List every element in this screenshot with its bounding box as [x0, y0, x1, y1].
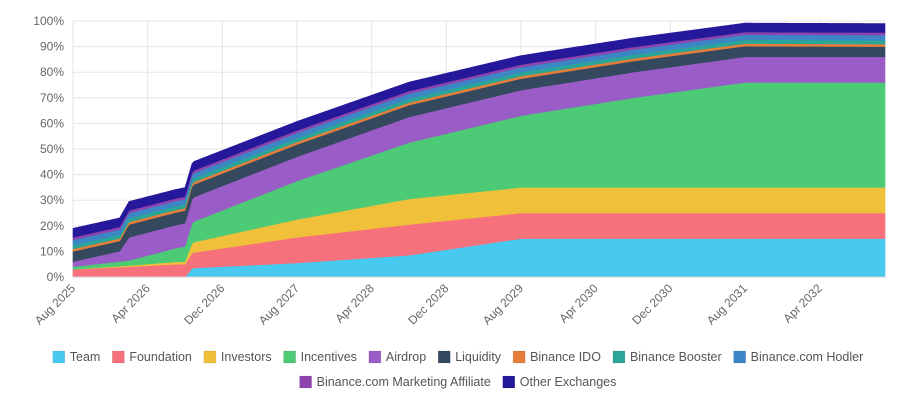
legend-item[interactable]: Liquidity	[437, 350, 502, 364]
x-tick-label: Apr 2032	[780, 281, 825, 326]
legend-swatch	[368, 350, 382, 364]
x-tick-label: Apr 2030	[556, 281, 601, 326]
x-tick-label: Aug 2029	[480, 281, 526, 327]
legend-item[interactable]: Binance.com Marketing Affiliate	[299, 375, 491, 389]
y-tick-label: 80%	[40, 65, 64, 79]
legend-item[interactable]: Other Exchanges	[502, 375, 617, 389]
legend-swatch	[299, 375, 312, 389]
legend-label: Team	[70, 350, 101, 364]
x-tick-label: Aug 2031	[704, 281, 750, 327]
legend-label: Airdrop	[386, 350, 426, 364]
x-tick-label: Apr 2028	[332, 281, 377, 326]
legend-label: Binance IDO	[530, 350, 601, 364]
area-other-exchanges[interactable]	[72, 22, 886, 238]
legend-item[interactable]: Binance Booster	[612, 350, 722, 364]
y-tick-label: 50%	[40, 142, 64, 156]
legend-item[interactable]: Binance.com Hodler	[733, 350, 864, 364]
legend-swatch	[733, 350, 746, 364]
x-tick-label: Apr 2026	[108, 281, 153, 326]
x-tick-label: Dec 2026	[181, 281, 227, 327]
legend[interactable]: Team Foundation Investors Incentives Airdrop…	[52, 350, 864, 389]
area-series-group	[72, 22, 886, 278]
legend-item[interactable]: Foundation	[112, 350, 192, 364]
legend-swatch	[437, 350, 451, 364]
y-tick-label: 70%	[40, 91, 64, 105]
legend-item[interactable]: Binance IDO	[512, 350, 601, 364]
legend-swatch	[203, 350, 217, 364]
legend-label: Liquidity	[455, 350, 502, 364]
x-axis: Aug 2025 Apr 2026 Dec 2026 Aug 2027 Apr 2028…	[32, 276, 885, 327]
y-tick-label: 60%	[40, 116, 64, 130]
legend-swatch	[502, 375, 516, 389]
y-tick-label: 10%	[40, 244, 64, 258]
y-tick-label: 20%	[40, 219, 64, 233]
y-tick-label: 100%	[33, 14, 64, 28]
legend-swatch	[512, 350, 526, 364]
y-tick-label: 0%	[47, 270, 65, 284]
legend-swatch	[52, 350, 66, 364]
legend-swatch	[283, 350, 296, 364]
x-tick-label: Aug 2025	[32, 281, 78, 327]
legend-swatch	[112, 350, 125, 364]
x-tick-label: Dec 2028	[405, 281, 451, 327]
legend-label: Binance.com Marketing Affiliate	[317, 375, 491, 389]
legend-label: Investors	[221, 350, 272, 364]
y-tick-label: 30%	[40, 193, 64, 207]
legend-item[interactable]: Airdrop	[368, 350, 426, 364]
legend-label: Binance Booster	[630, 350, 722, 364]
legend-label: Binance.com Hodler	[751, 350, 864, 364]
x-tick-label: Dec 2030	[629, 281, 675, 327]
x-tick-label: Aug 2027	[256, 281, 302, 327]
y-tick-label: 90%	[40, 40, 64, 54]
y-tick-label: 40%	[40, 168, 64, 182]
legend-item[interactable]: Incentives	[283, 350, 357, 364]
legend-label: Incentives	[301, 350, 357, 364]
legend-item[interactable]: Investors	[203, 350, 272, 364]
legend-label: Other Exchanges	[520, 375, 617, 389]
legend-item[interactable]: Team	[52, 350, 101, 364]
legend-swatch	[612, 350, 626, 364]
y-axis: 0% 10% 20% 30% 40% 50% 60% 70% 80% 90% 100%	[33, 14, 64, 284]
legend-label: Foundation	[129, 350, 192, 364]
